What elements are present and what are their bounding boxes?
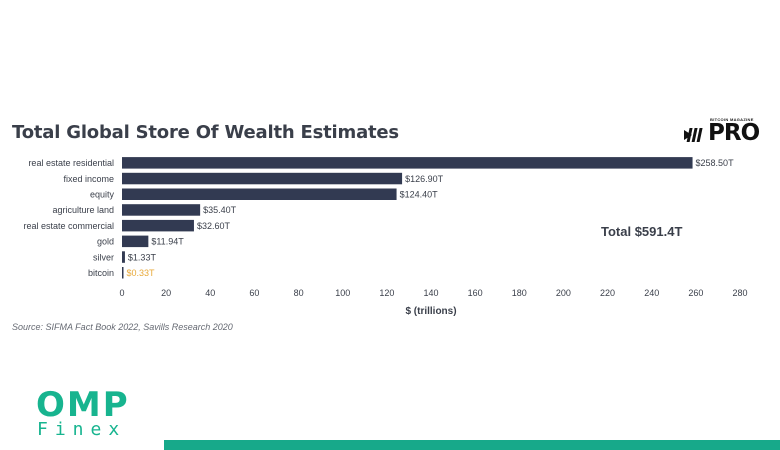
x-tick-label: 80 (294, 288, 304, 298)
data-label: $126.90T (405, 174, 444, 184)
x-tick-label: 280 (732, 288, 747, 298)
category-label: bitcoin (88, 268, 114, 278)
footer-accent-bar (164, 440, 780, 450)
x-tick-label: 240 (644, 288, 659, 298)
omp-wordmark: OMP (36, 385, 130, 425)
bar-bitcoin (122, 267, 124, 279)
data-label: $35.40T (203, 205, 237, 215)
finex-wordmark: Finex (37, 419, 127, 440)
x-tick-label: 60 (249, 288, 259, 298)
data-label: $11.94T (151, 237, 184, 247)
bar-silver (122, 251, 125, 263)
x-tick-label: 160 (468, 288, 483, 298)
omp-finex-logo: OMP Finex (36, 388, 130, 440)
chart-title: Total Global Store Of Wealth Estimates (12, 122, 399, 143)
category-label: gold (97, 237, 114, 247)
x-tick-label: 140 (423, 288, 438, 298)
category-label: equity (90, 189, 115, 199)
bar-gold (122, 235, 149, 248)
source-note: Source: SIFMA Fact Book 2022, Savills Re… (12, 322, 233, 332)
data-label: $258.50T (696, 158, 735, 168)
bar-agriculture-land (122, 204, 201, 216)
x-tick-label: 260 (688, 288, 703, 298)
bar-real-estate-residential (122, 157, 693, 169)
category-label: fixed income (63, 174, 114, 184)
x-tick-label: 120 (379, 288, 394, 298)
bar-fixed-income (122, 172, 403, 185)
x-tick-label: 220 (600, 288, 615, 298)
total-annotation: Total $591.4T (601, 224, 683, 239)
x-axis-label: $ (trillions) (405, 306, 456, 317)
x-tick-label: 200 (556, 288, 571, 298)
bitcoin-magazine-pro-logo: BITCOIN MAGAZINE PRO (684, 116, 774, 148)
data-label: $124.40T (400, 189, 439, 199)
brand-name: PRO (708, 120, 760, 146)
brand-tagline: BITCOIN MAGAZINE (710, 117, 754, 122)
bar-equity (122, 188, 397, 200)
x-tick-label: 20 (161, 288, 171, 298)
bar-real-estate-commercial (122, 219, 194, 232)
x-tick-label: 40 (205, 288, 215, 298)
data-label: $0.33T (127, 268, 156, 278)
data-label: $32.60T (197, 221, 231, 231)
x-tick-label: 100 (335, 288, 350, 298)
x-tick-label: 180 (512, 288, 527, 298)
data-label: $1.33T (128, 252, 157, 262)
category-label: real estate residential (28, 158, 114, 168)
category-label: agriculture land (52, 205, 114, 215)
brand-bars-icon (684, 128, 703, 142)
category-label: real estate commercial (23, 221, 114, 231)
category-label: silver (93, 252, 114, 262)
x-tick-label: 0 (119, 288, 124, 298)
